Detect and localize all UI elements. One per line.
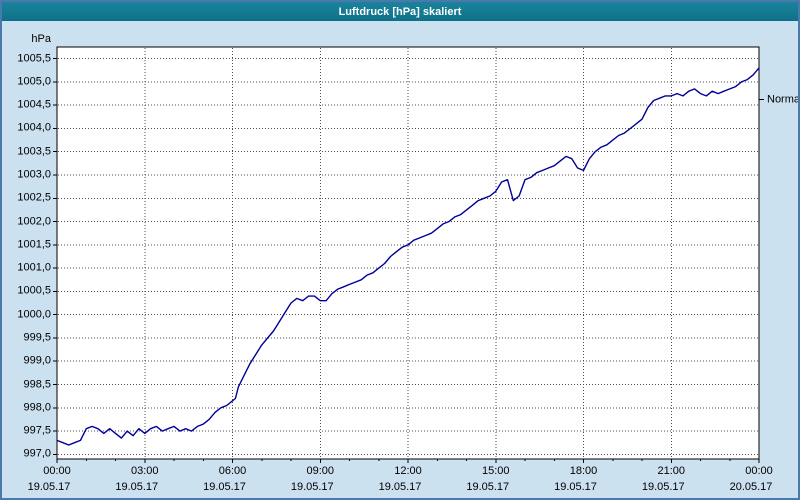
window-title: Luftdruck [hPa] skaliert — [338, 5, 462, 18]
title-bar[interactable]: Luftdruck [hPa] skaliert — [2, 2, 798, 21]
